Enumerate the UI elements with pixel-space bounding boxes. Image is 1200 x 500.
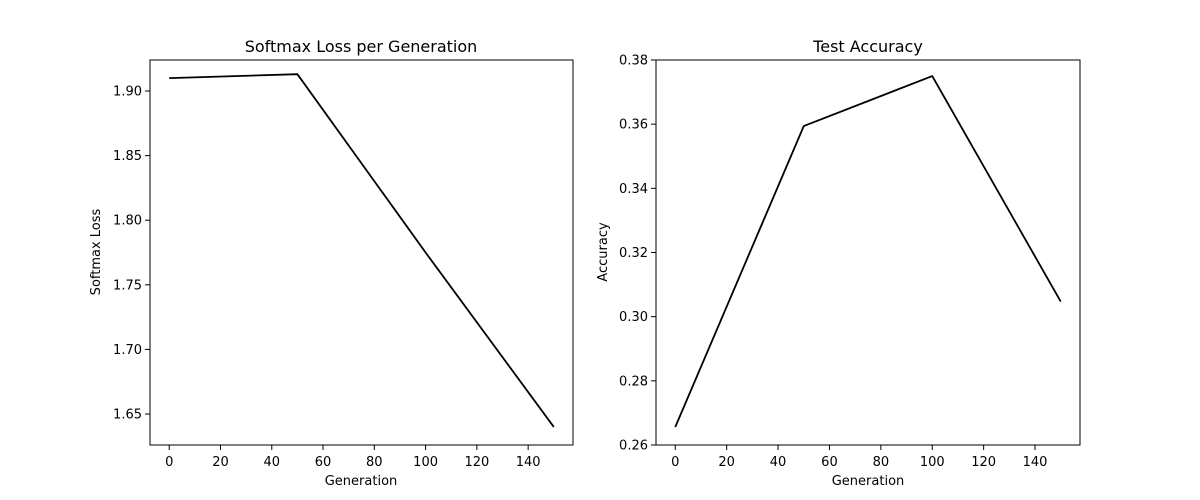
accuracy-chart-y-axis-label: Accuracy — [596, 222, 611, 282]
accuracy-chart-x-tick-label: 40 — [770, 455, 787, 470]
accuracy-chart-x-tick-label: 100 — [920, 455, 945, 470]
accuracy-chart-title: Test Accuracy — [812, 37, 923, 56]
loss-chart-y-tick-label: 1.80 — [113, 214, 142, 229]
loss-chart-y-tick-label: 1.70 — [113, 343, 142, 358]
loss-chart-x-tick-label: 140 — [516, 455, 541, 470]
accuracy-chart-y-tick-label: 0.30 — [619, 310, 648, 325]
accuracy-chart: Test Accuracy Generation Accuracy 0 20 40 6… — [596, 37, 1081, 489]
loss-chart-x-tick-label: 0 — [165, 455, 173, 470]
loss-chart-y-ticks: 1.65 1.70 1.75 1.80 1.85 1.90 — [113, 85, 150, 422]
loss-chart-x-axis-label: Generation — [325, 474, 398, 489]
accuracy-chart-x-tick-label: 60 — [821, 455, 838, 470]
loss-chart-title: Softmax Loss per Generation — [245, 37, 478, 56]
accuracy-chart-x-tick-label: 120 — [971, 455, 996, 470]
loss-chart-y-tick-label: 1.65 — [113, 407, 142, 422]
accuracy-chart-y-tick-label: 0.36 — [619, 118, 648, 133]
loss-chart-y-tick-label: 1.90 — [113, 85, 142, 100]
accuracy-chart-y-tick-label: 0.32 — [619, 246, 648, 261]
loss-chart-x-tick-label: 100 — [413, 455, 438, 470]
accuracy-chart-x-ticks: 0 20 40 60 80 100 120 140 — [671, 445, 1047, 470]
accuracy-chart-y-tick-label: 0.26 — [619, 439, 648, 454]
loss-chart-x-ticks: 0 20 40 60 80 100 120 140 — [165, 445, 541, 470]
loss-chart-x-tick-label: 120 — [464, 455, 489, 470]
loss-chart-plot-frame — [149, 59, 574, 446]
loss-chart-series-line — [169, 73, 555, 428]
accuracy-chart-series-line — [674, 75, 1062, 428]
loss-chart-y-tick-label: 1.85 — [113, 149, 142, 164]
accuracy-chart-x-tick-label: 140 — [1023, 455, 1048, 470]
accuracy-chart-x-tick-label: 0 — [671, 455, 679, 470]
loss-chart-x-tick-label: 20 — [212, 455, 229, 470]
loss-chart: Softmax Loss per Generation Generation S… — [89, 37, 574, 489]
loss-chart-x-tick-label: 60 — [315, 455, 332, 470]
accuracy-chart-x-axis-label: Generation — [832, 474, 905, 489]
loss-chart-series — [169, 73, 555, 428]
loss-chart-y-tick-label: 1.75 — [113, 278, 142, 293]
accuracy-chart-y-ticks: 0.26 0.28 0.30 0.32 0.34 0.36 0.38 — [619, 54, 656, 454]
accuracy-chart-x-tick-label: 80 — [873, 455, 890, 470]
accuracy-chart-series — [674, 75, 1062, 428]
accuracy-chart-plot-frame — [655, 59, 1081, 446]
accuracy-chart-y-tick-label: 0.34 — [619, 182, 648, 197]
accuracy-chart-y-tick-label: 0.28 — [619, 374, 648, 389]
loss-chart-y-axis-label: Softmax Loss — [89, 208, 104, 295]
accuracy-chart-y-tick-label: 0.38 — [619, 54, 648, 69]
loss-chart-x-tick-label: 40 — [263, 455, 280, 470]
loss-chart-x-tick-label: 80 — [366, 455, 383, 470]
accuracy-chart-x-tick-label: 20 — [718, 455, 735, 470]
